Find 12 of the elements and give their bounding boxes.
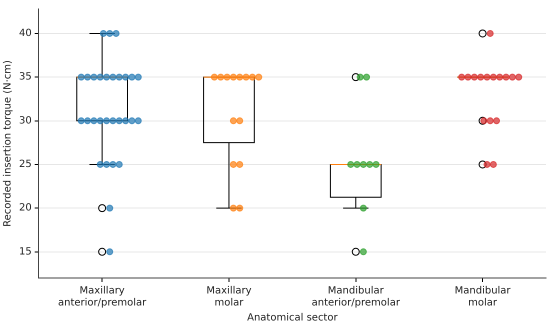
y-tick-label: 15 — [18, 246, 32, 258]
x-tick-label: Mandibular anterior/premolar — [312, 286, 401, 309]
y-tick-label: 25 — [18, 159, 32, 170]
x-tick-label: Mandibular molar — [454, 286, 512, 309]
x-tick-label: Maxillary anterior/premolar — [58, 286, 148, 309]
x-axis-title: Anatomical sector — [247, 312, 338, 324]
y-tick-label: 40 — [18, 28, 32, 40]
y-tick-label: 35 — [18, 72, 32, 83]
y-tick-label: 20 — [18, 202, 32, 214]
y-axis-title: Recorded insertion torque (N·cm) — [2, 60, 14, 227]
y-tick-label: 30 — [18, 115, 32, 126]
x-tick-label: Maxillary molar — [206, 286, 252, 309]
